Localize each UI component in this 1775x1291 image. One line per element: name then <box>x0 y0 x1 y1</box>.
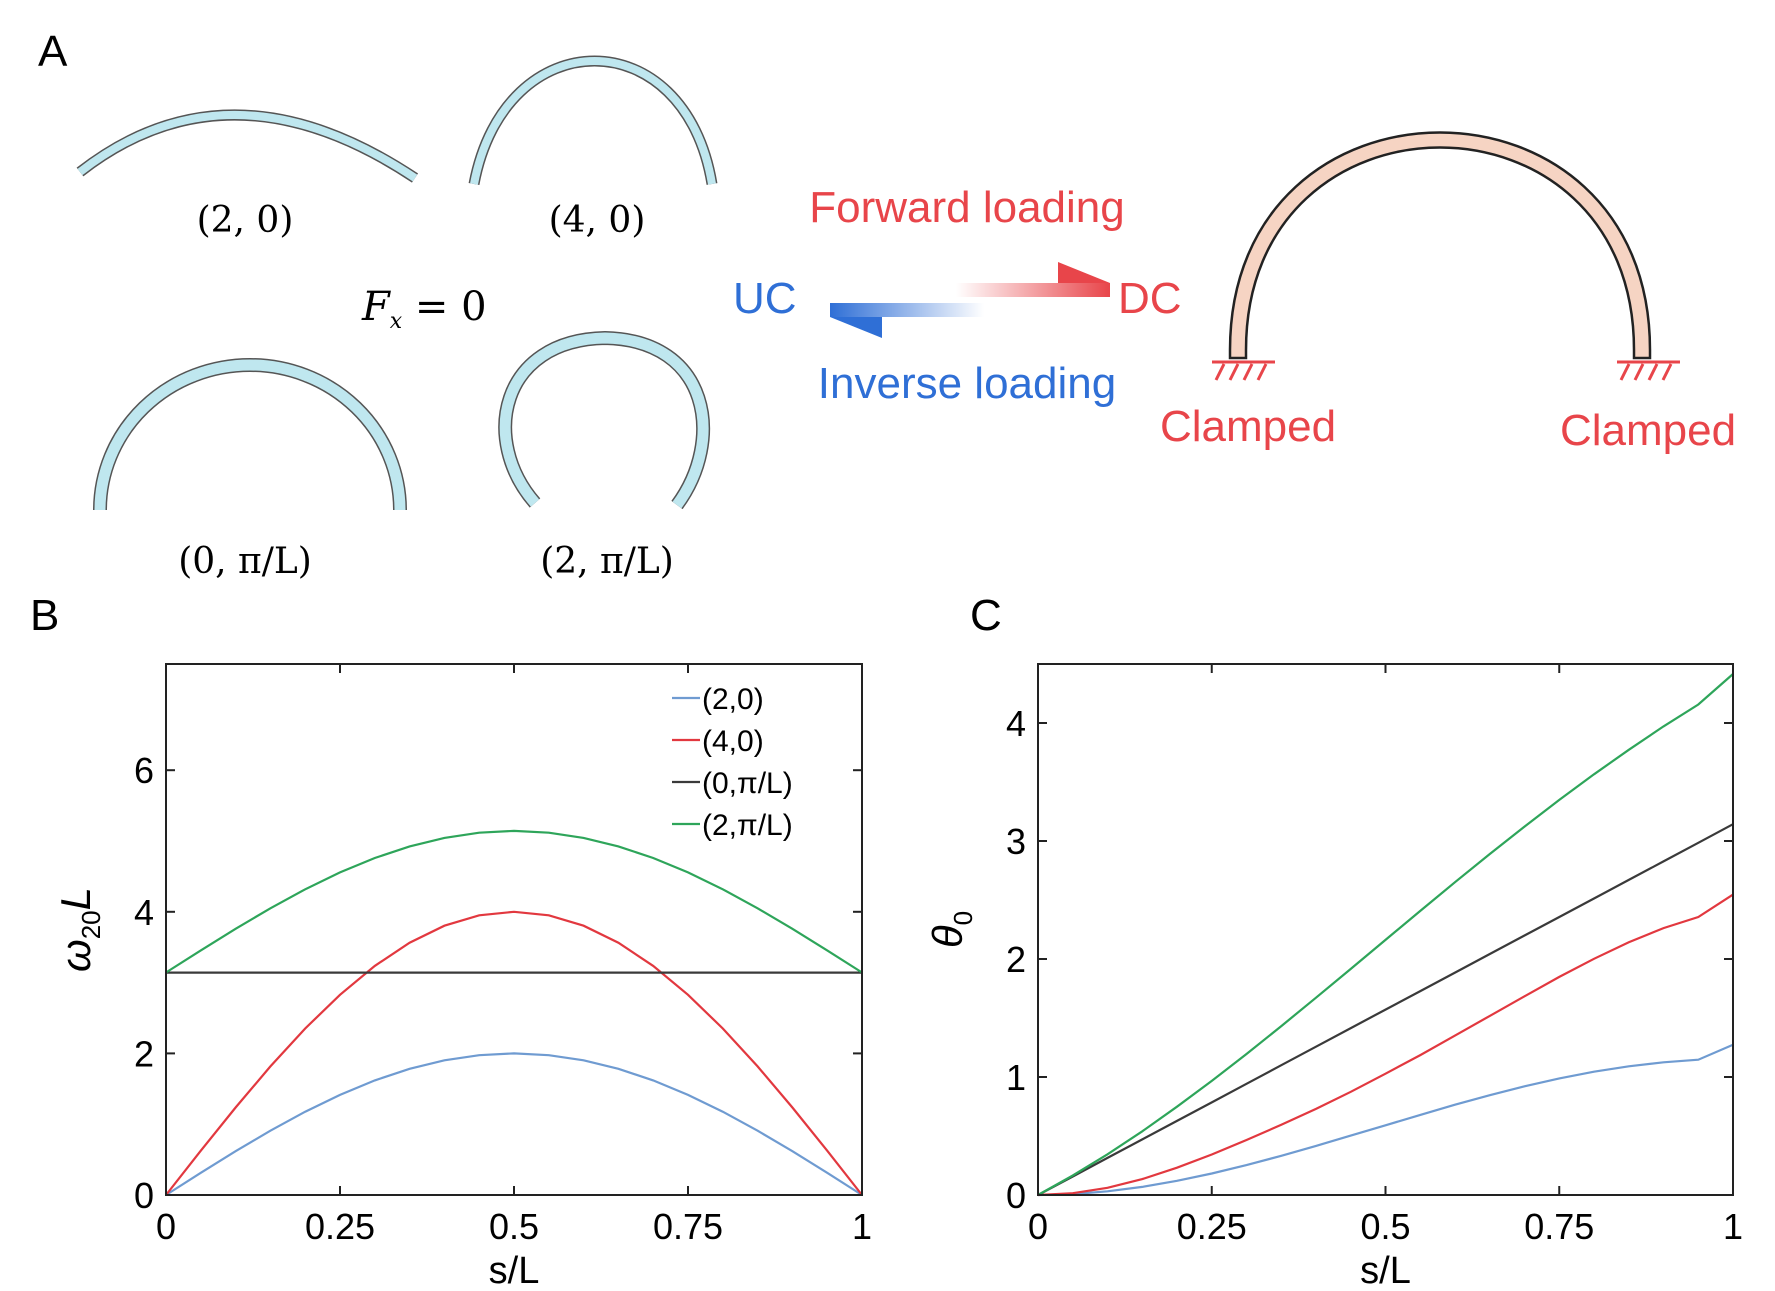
y-tick-label: 4 <box>134 892 154 933</box>
legend-entry: (0,π/L) <box>702 767 793 800</box>
y-axis-label: θ0 <box>924 911 978 948</box>
fx-symbol: F <box>361 284 391 330</box>
forward-loading-label: Forward loading <box>809 183 1125 232</box>
x-tick-label: 0 <box>156 1206 176 1247</box>
strip-shape-2-pi <box>498 330 711 510</box>
x-tick-label: 1 <box>1723 1206 1743 1247</box>
clamped-arch <box>1228 131 1652 360</box>
strip-shape-0-pi <box>93 358 407 511</box>
y-tick-label: 2 <box>134 1033 154 1074</box>
y-axis-subscript: 0 <box>948 911 978 925</box>
x-tick-label: 0.25 <box>1177 1206 1247 1247</box>
y-axis-tail: L <box>52 887 99 910</box>
clamped-label-left: Clamped <box>1160 402 1336 451</box>
series-line-b-0 <box>165 1052 863 1196</box>
panel-label-a: A <box>38 27 68 76</box>
fx-subscript: x <box>390 309 403 334</box>
x-tick-label: 0 <box>1028 1206 1048 1247</box>
shape-label-0-pi: (0, π/L) <box>178 541 312 582</box>
forward-arrow <box>830 262 1110 297</box>
inverse-loading-label: Inverse loading <box>818 359 1116 408</box>
y-axis-subscript: 20 <box>76 910 106 939</box>
dc-label: DC <box>1118 274 1182 323</box>
x-tick-label: 0.5 <box>489 1206 539 1247</box>
shape-label-2-pi: (2, π/L) <box>540 541 674 582</box>
clamp-right <box>1617 360 1680 381</box>
series-line-b-3 <box>165 829 863 974</box>
x-axis-label: s/L <box>1360 1250 1411 1291</box>
clamp-left <box>1212 360 1275 381</box>
x-tick-label: 1 <box>852 1206 872 1247</box>
y-tick-label: 0 <box>1006 1175 1026 1216</box>
fx-rest: = 0 <box>402 284 486 330</box>
series-line-c-2 <box>1037 823 1734 1196</box>
y-tick-label: 1 <box>1006 1057 1026 1098</box>
y-axis-label: ω20L <box>52 887 106 972</box>
panel-label-c: C <box>970 591 1002 640</box>
panel-label-b: B <box>30 591 59 640</box>
y-axis-symbol: ω <box>52 939 99 972</box>
strip-shape-2-0 <box>76 109 419 183</box>
clamped-label-right: Clamped <box>1560 406 1736 455</box>
x-tick-label: 0.75 <box>1524 1206 1594 1247</box>
x-axis-label: s/L <box>489 1250 540 1291</box>
series-line-c-1 <box>1037 893 1734 1197</box>
inverse-arrow <box>830 303 1110 338</box>
uc-label: UC <box>733 274 797 323</box>
strip-shape-4-0 <box>468 55 718 186</box>
series-line-b-1 <box>165 910 863 1196</box>
x-tick-label: 0.75 <box>653 1206 723 1247</box>
legend-entry: (2,0) <box>702 683 764 716</box>
y-tick-label: 4 <box>1006 703 1026 744</box>
fx-equation: Fx = 0 <box>361 284 487 334</box>
shape-label-2-0: (2, 0) <box>197 200 294 241</box>
shape-label-4-0: (4, 0) <box>549 200 646 241</box>
series-line-c-0 <box>1037 1043 1734 1197</box>
series-line-c-3 <box>1037 673 1734 1196</box>
x-tick-label: 0.25 <box>305 1206 375 1247</box>
legend-entry: (2,π/L) <box>702 809 793 842</box>
y-tick-label: 6 <box>134 750 154 791</box>
chart-b: 0 0.25 0.5 0.75 1 0 2 4 6 s/L ω20L (2,0) (4,0) (0,π/L… <box>52 663 872 1291</box>
y-axis-symbol: θ <box>924 925 971 948</box>
y-tick-label: 2 <box>1006 939 1026 980</box>
legend-entry: (4,0) <box>702 725 764 758</box>
x-tick-label: 0.5 <box>1360 1206 1410 1247</box>
plot-frame-c <box>1037 663 1734 1196</box>
legend: (2,0) (4,0) (0,π/L) (2,π/L) <box>672 683 793 842</box>
y-tick-label: 0 <box>134 1175 154 1216</box>
y-tick-label: 3 <box>1006 821 1026 862</box>
